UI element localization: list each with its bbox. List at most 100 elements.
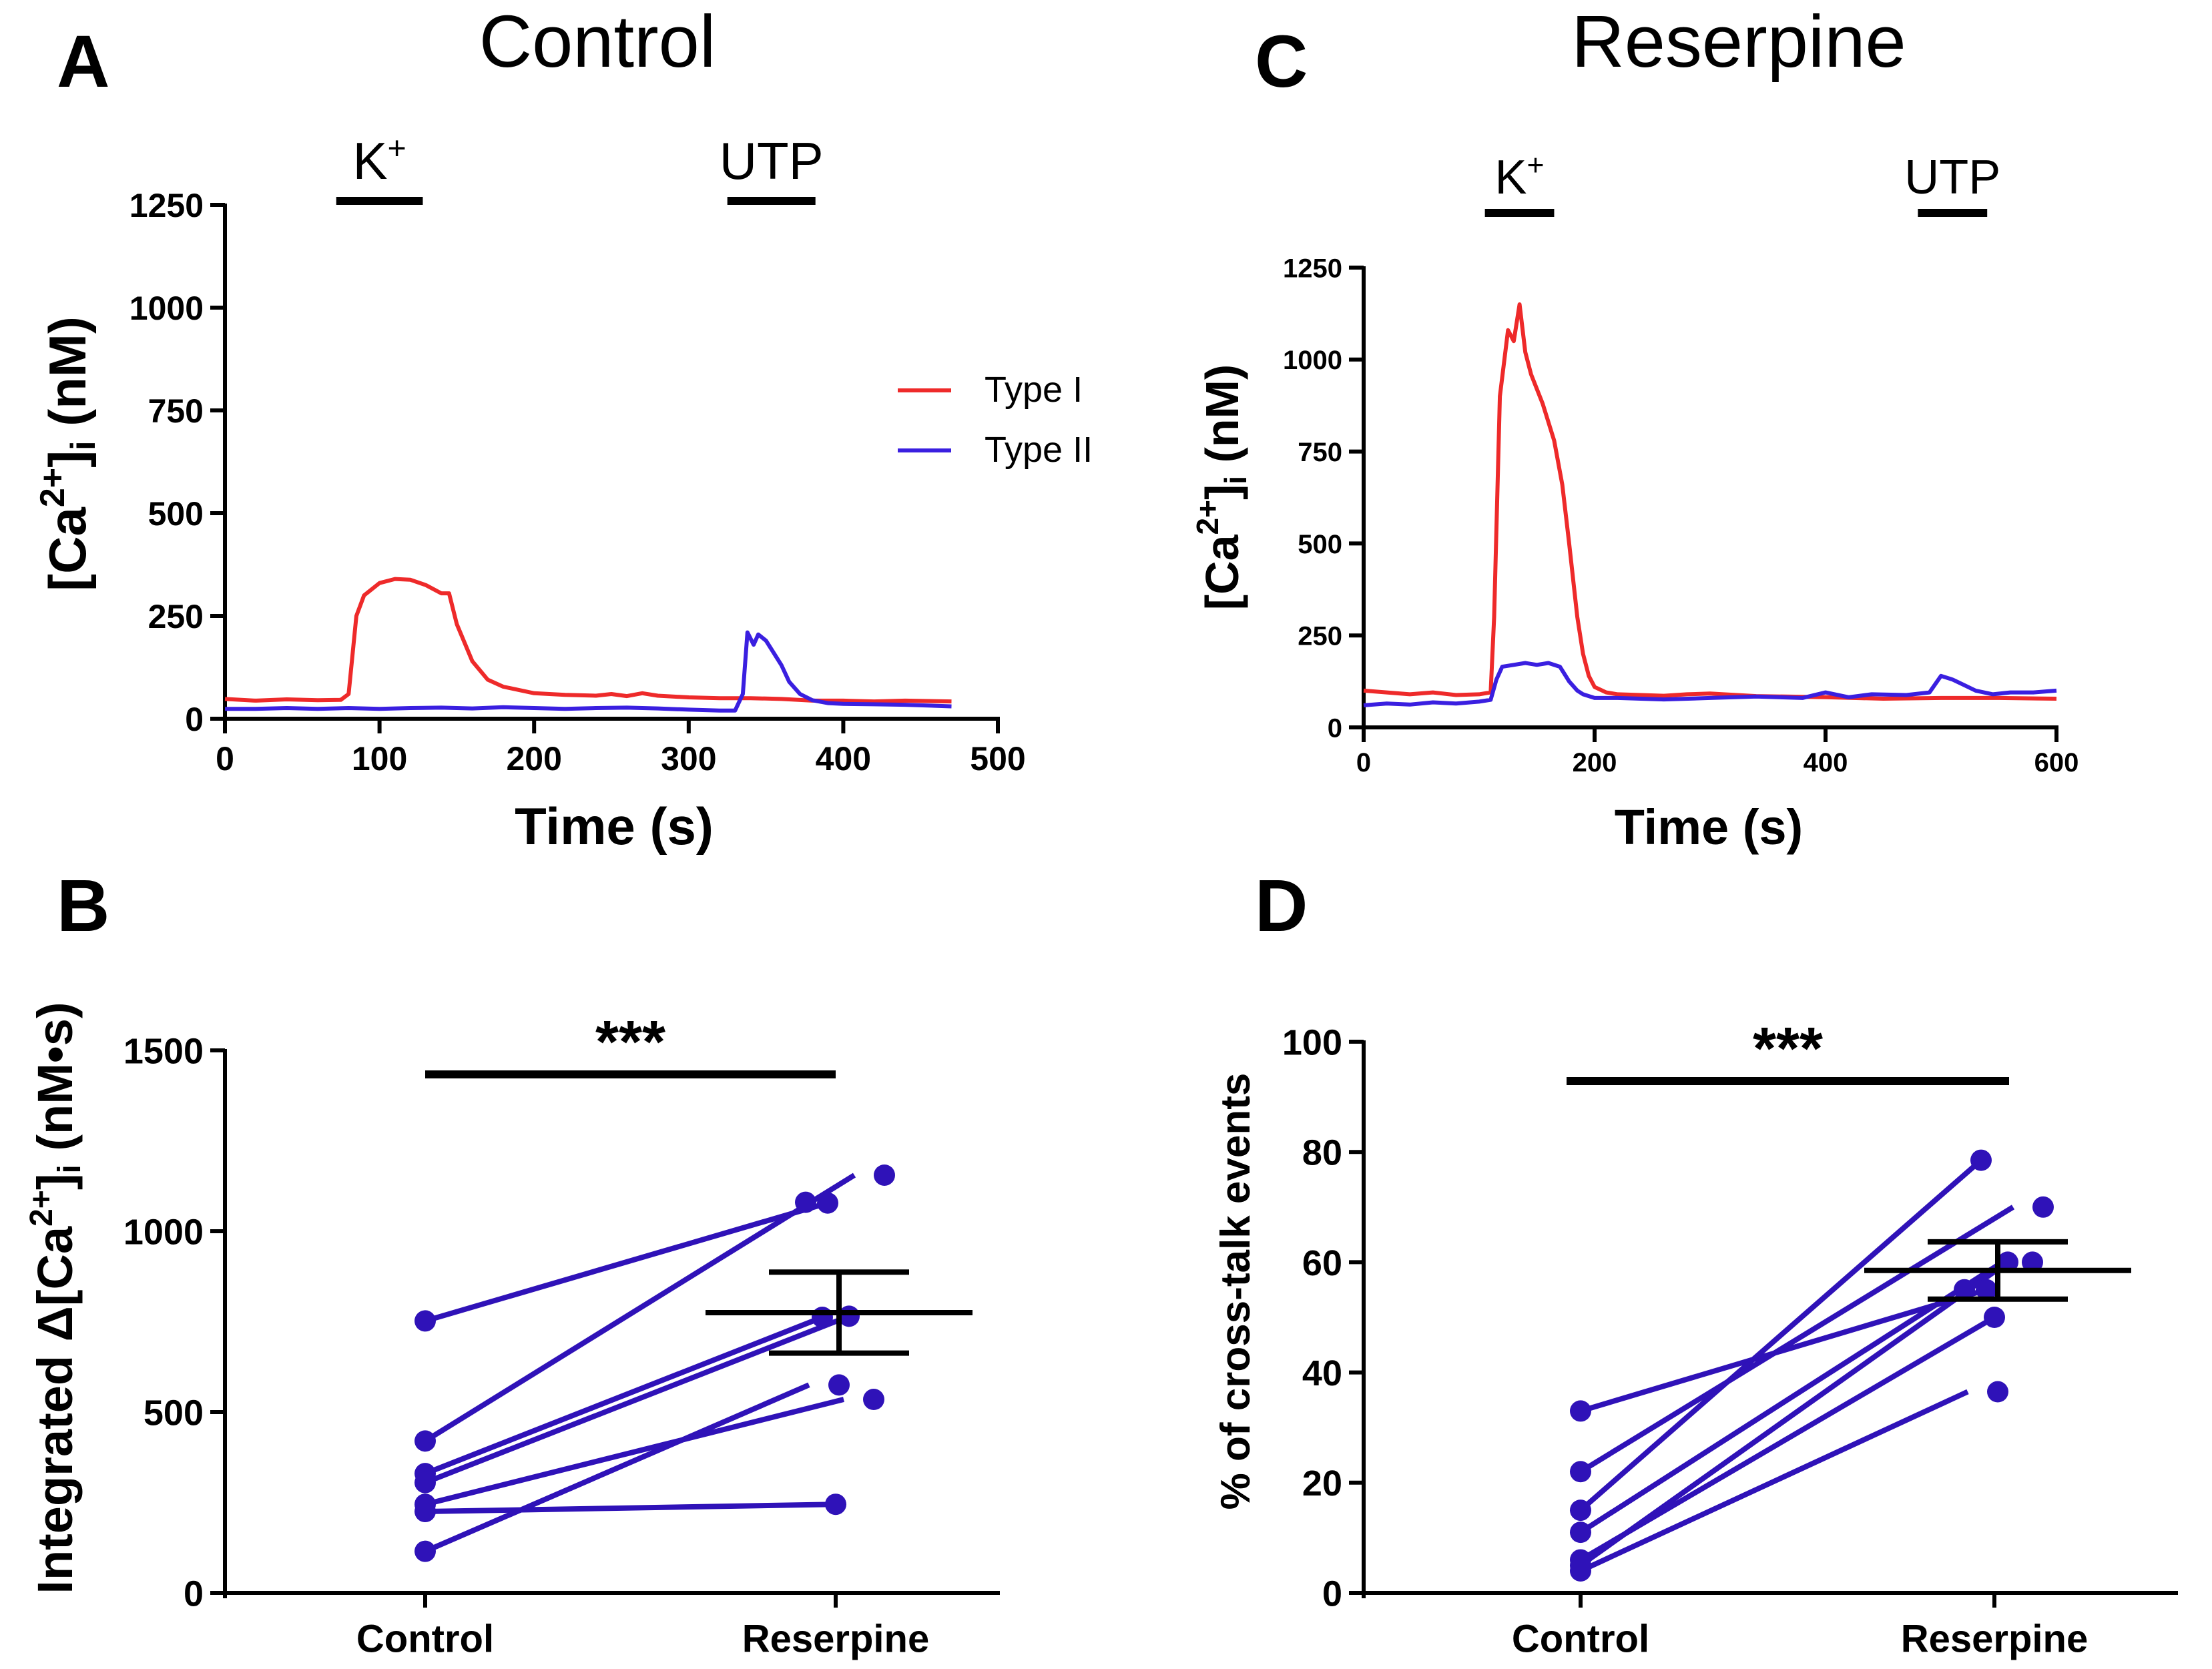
x-tick-label: 500 (970, 740, 1025, 777)
panel-a-xlabel: Time (s) (515, 797, 714, 856)
reserpine-point (1984, 1307, 2005, 1328)
pair-line (425, 1501, 836, 1515)
x-tick-label: 600 (2034, 748, 2079, 777)
reserpine-point (795, 1191, 816, 1213)
y-tick-label: 500 (144, 1393, 204, 1433)
control-point (414, 1540, 436, 1562)
x-tick-label: 400 (816, 740, 871, 777)
reserpine-point (825, 1493, 846, 1516)
pair-line (1579, 1260, 2004, 1535)
stimulus-label: UTP (1904, 151, 2000, 204)
panel-letter-d: D (1255, 865, 1308, 947)
x-tick-label: 0 (1356, 748, 1371, 777)
pair-line (424, 1200, 829, 1324)
legend-type2-label: Type II (985, 430, 1093, 470)
reserpine-point (1987, 1381, 2008, 1403)
series-line-type-i (1363, 302, 2057, 701)
significance-label: *** (595, 1009, 665, 1076)
panel-letter-c: C (1255, 21, 1308, 103)
category-label: Control (1512, 1618, 1649, 1661)
reserpine-point (874, 1164, 895, 1186)
y-tick-label: 750 (148, 392, 204, 430)
control-point (1570, 1400, 1591, 1422)
reserpine-point (2022, 1251, 2043, 1273)
panel-c-chart: 0 250 500 750 1000 1250 0 200 400 600 K+ UTP Time … (1190, 149, 2079, 855)
x-tick-label: 200 (1573, 748, 1617, 777)
control-point (414, 1471, 436, 1493)
pair-line (1579, 1260, 2010, 1568)
pair-line (1579, 1205, 2015, 1474)
panel-letter-b: B (57, 865, 109, 947)
panel-a-chart: 0 250 500 750 1000 1250 0 100 200 300 400 500 K+ UTP… (33, 130, 1093, 856)
control-point (414, 1310, 436, 1332)
reserpine-point (1970, 1149, 1992, 1171)
y-tick-label: 250 (148, 598, 204, 635)
y-tick-label: 100 (1282, 1022, 1342, 1062)
y-tick-label: 60 (1302, 1243, 1342, 1283)
y-tick-label: 1500 (123, 1031, 204, 1071)
panel-c-ylabel: [Ca2+]i (nM) (1190, 364, 1253, 610)
y-tick-label: 0 (184, 1574, 204, 1614)
series-line-type-ii (225, 630, 952, 713)
panel-d-chart: 0 20 40 60 80 100 Control Reserpine *** % of cr… (1213, 1016, 2178, 1661)
legend-type1-label: Type I (985, 370, 1083, 410)
x-tick-label: 0 (216, 740, 234, 777)
significance-label: *** (1753, 1016, 1823, 1082)
panel-a-legend: Type I Type II (898, 370, 1093, 470)
y-tick-label: 40 (1302, 1353, 1342, 1393)
panel-a-ylabel: [Ca2+]i (nM) (33, 316, 103, 591)
stimulus-label: UTP (720, 131, 824, 190)
control-point (1570, 1522, 1591, 1544)
stimulus-label: K+ (352, 130, 406, 190)
pair-line (1579, 1158, 1983, 1513)
y-tick-label: 500 (148, 495, 204, 533)
y-tick-label: 0 (1322, 1574, 1342, 1614)
y-tick-label: 1000 (129, 290, 204, 327)
reserpine-point (1954, 1279, 1975, 1301)
category-label: Reserpine (742, 1618, 929, 1661)
x-tick-label: 300 (661, 740, 716, 777)
panel-a-title: Control (479, 1, 716, 83)
y-tick-label: 0 (185, 701, 204, 738)
panel-d-ylabel: % of cross-talk events (1213, 1073, 1259, 1510)
panel-b-ylabel: Integrated Δ[Ca2+]i (nM•s) (24, 1002, 87, 1594)
x-tick-label: 100 (352, 740, 407, 777)
reserpine-point (2032, 1196, 2054, 1218)
category-label: Control (356, 1618, 494, 1661)
control-point (1570, 1461, 1591, 1483)
reserpine-point (863, 1389, 884, 1411)
reserpine-point (812, 1306, 833, 1328)
panel-b-chart: 0 500 1000 1500 Control Reserpine *** Integra… (24, 1002, 1000, 1661)
y-tick-label: 250 (1298, 622, 1342, 651)
pair-line (424, 1315, 824, 1476)
series-line-type-ii (1363, 661, 2057, 707)
reserpine-point (1997, 1251, 2018, 1273)
control-point (414, 1430, 436, 1452)
y-tick-label: 80 (1302, 1133, 1342, 1173)
reserpine-point (817, 1192, 838, 1214)
x-tick-label: 200 (506, 740, 561, 777)
y-tick-label: 750 (1298, 438, 1342, 467)
panel-c-xlabel: Time (s) (1615, 799, 1803, 855)
x-tick-label: 400 (1804, 748, 1848, 777)
control-point (1570, 1499, 1591, 1522)
pair-line (1579, 1389, 1969, 1574)
category-label: Reserpine (1901, 1618, 2088, 1661)
reserpine-point (1976, 1279, 1997, 1301)
pair-line (423, 1173, 856, 1443)
reserpine-point (828, 1374, 850, 1396)
y-tick-label: 0 (1328, 713, 1342, 743)
y-tick-label: 20 (1302, 1463, 1342, 1504)
y-tick-label: 1250 (1283, 254, 1342, 283)
pair-line (424, 1382, 810, 1554)
y-tick-label: 1250 (129, 187, 204, 224)
panel-c-title: Reserpine (1571, 1, 1906, 83)
y-tick-label: 1000 (123, 1212, 204, 1252)
control-point (1570, 1554, 1591, 1576)
panel-letter-a: A (57, 21, 109, 103)
control-point (414, 1501, 436, 1523)
pair-line (424, 1313, 850, 1485)
stimulus-label: K+ (1495, 149, 1545, 204)
pair-line (425, 1397, 844, 1508)
